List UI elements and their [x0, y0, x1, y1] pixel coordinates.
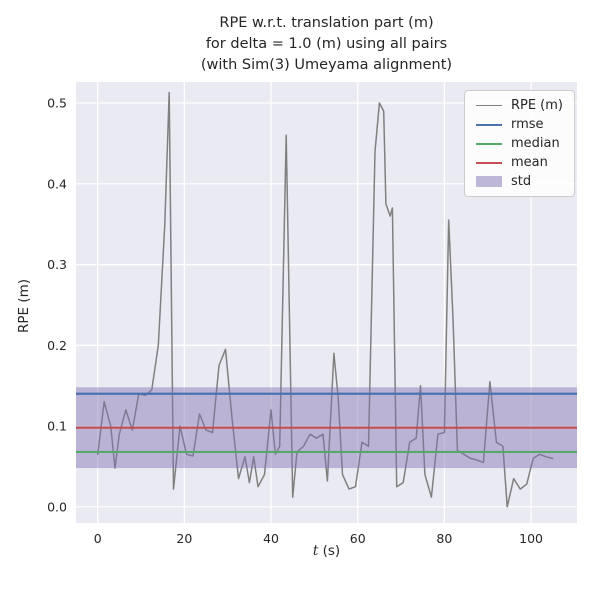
- y-tick-label: 0.1: [47, 419, 67, 434]
- legend-entry-std: std: [475, 174, 563, 189]
- title-line-3: (with Sim(3) Umeyama alignment): [200, 57, 453, 74]
- legend-label-std: std: [510, 174, 532, 189]
- legend-label-rmse: rmse: [510, 117, 544, 132]
- legend-label-rpe: RPE (m): [510, 98, 563, 113]
- x-tick-label: 40: [263, 531, 279, 546]
- legend-swatch-rmse: [475, 123, 502, 126]
- x-tick-label: 0: [94, 531, 102, 546]
- legend-label-mean: mean: [510, 155, 548, 170]
- legend-swatch-mean: [475, 161, 502, 164]
- chart-title: RPE w.r.t. translation part (m) for delt…: [76, 13, 577, 76]
- series-rpe-line: [96, 91, 554, 508]
- legend-entry-rpe: RPE (m): [475, 98, 563, 113]
- y-tick-label: 0.3: [47, 257, 67, 272]
- x-tick-label: 60: [350, 531, 366, 546]
- x-tick-label: 20: [176, 531, 192, 546]
- legend-entry-median: median: [475, 136, 563, 151]
- x-axis-label-variable: t: [312, 543, 319, 559]
- x-axis-label: t (s): [76, 543, 577, 559]
- legend-swatch-rpe: [475, 105, 502, 106]
- x-axis-label-unit: (s): [318, 543, 341, 559]
- y-tick-label: 0.0: [47, 499, 67, 514]
- legend-entry-mean: mean: [475, 155, 563, 170]
- legend-entry-rmse: rmse: [475, 117, 563, 132]
- legend-swatch-median: [475, 142, 502, 145]
- y-tick-label: 0.5: [47, 96, 67, 111]
- title-line-2: for delta = 1.0 (m) using all pairs: [205, 36, 448, 53]
- legend-label-median: median: [510, 136, 560, 151]
- y-tick-label: 0.2: [47, 338, 67, 353]
- x-tick-label: 100: [519, 531, 543, 546]
- legend: RPE (m) rmse median mean std: [463, 90, 575, 197]
- y-tick-label: 0.4: [47, 176, 67, 191]
- title-line-1: RPE w.r.t. translation part (m): [219, 15, 434, 31]
- x-tick-label: 80: [436, 531, 452, 546]
- legend-swatch-std: [475, 176, 502, 187]
- y-axis-label: RPE (m): [16, 278, 32, 333]
